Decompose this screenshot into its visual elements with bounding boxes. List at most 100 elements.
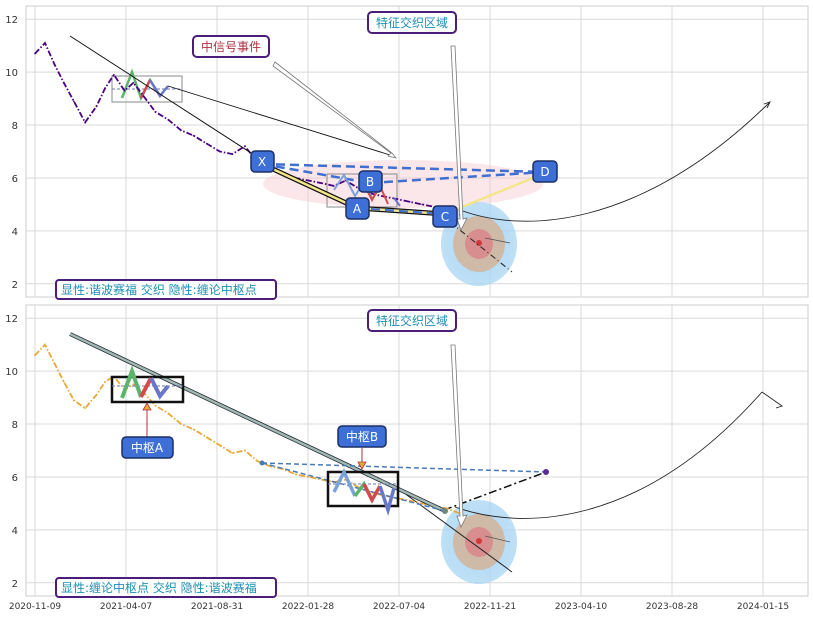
bottom-region-arrow bbox=[450, 344, 468, 529]
bottom-series-point-22 bbox=[282, 468, 284, 470]
bottom-series-point-4 bbox=[73, 399, 75, 402]
center-b-label-box bbox=[337, 425, 387, 448]
bottom-series-point-1 bbox=[44, 343, 46, 346]
top-series-point-8 bbox=[113, 74, 115, 76]
point-x-label: X bbox=[258, 155, 266, 169]
top-region-label: 特征交织区域 bbox=[376, 15, 448, 30]
top-labels: 中信号事件 特征交织区域 显性:谐波赛福 交织 隐性:缠论中枢点 X A B C… bbox=[55, 11, 558, 300]
bottom-point-c bbox=[442, 508, 448, 514]
center-a-wave-blue bbox=[149, 377, 170, 400]
top-y-tick-4: 10 bbox=[5, 68, 18, 79]
x-tick-7: 2023-08-28 bbox=[646, 602, 699, 612]
signal-event-label-box bbox=[192, 35, 270, 58]
bottom-target-tick bbox=[484, 535, 511, 543]
top-series-point-0 bbox=[34, 52, 36, 55]
top-series-point-6 bbox=[95, 105, 98, 108]
bottom-trend-band bbox=[69, 332, 446, 513]
top-y-ticks: 2 4 6 8 10 12 bbox=[5, 15, 18, 291]
center-b-arrow-head bbox=[357, 461, 367, 470]
center-a-box bbox=[110, 375, 185, 404]
x-tick-1: 2021-04-07 bbox=[100, 602, 152, 612]
top-series-point-14 bbox=[180, 129, 182, 132]
bottom-region-label: 特征交织区域 bbox=[376, 313, 448, 328]
x-tick-3: 2022-01-28 bbox=[282, 602, 335, 612]
top-panel: 2 4 6 8 10 12 bbox=[5, 5, 809, 298]
x-tick-2: 2021-08-31 bbox=[191, 602, 243, 612]
top-blue-xb bbox=[261, 162, 371, 185]
top-legend-text: 显性:谐波赛福 交织 隐性:缠论中枢点 bbox=[61, 282, 257, 297]
bottom-series-point-23 bbox=[294, 473, 297, 476]
top-panel-frame bbox=[25, 5, 809, 298]
bottom-y-tick-5: 12 bbox=[5, 314, 18, 325]
bottom-series-point-19 bbox=[244, 449, 246, 452]
point-c-badge: C bbox=[432, 205, 458, 228]
center-a-wave-green bbox=[120, 365, 143, 399]
bottom-region-label-box bbox=[367, 309, 457, 332]
top-series-point-4 bbox=[73, 100, 75, 102]
bottom-series-point-15 bbox=[192, 428, 195, 431]
point-b-label: B bbox=[366, 175, 374, 189]
top-y-tick-5: 12 bbox=[5, 15, 18, 26]
bottom-y-tick-2: 6 bbox=[12, 473, 18, 484]
bottom-labels: 特征交织区域 中枢A 中枢B 显性:缠论中枢点 交织 隐性:谐波赛福 bbox=[55, 309, 457, 598]
x-tick-0: 2020-11-09 bbox=[9, 602, 62, 612]
top-series-point-2 bbox=[53, 63, 56, 65]
top-series-point-11 bbox=[142, 95, 145, 97]
bottom-y-tick-3: 8 bbox=[12, 420, 18, 431]
bottom-legend-text: 显性:缠论中枢点 交织 隐性:谐波赛福 bbox=[61, 580, 257, 595]
top-series-point-19 bbox=[244, 145, 246, 147]
top-y-tick-1: 4 bbox=[12, 227, 18, 238]
top-series-point-15 bbox=[192, 134, 195, 137]
top-series-point-24 bbox=[308, 179, 310, 182]
top-y-tick-0: 2 bbox=[12, 280, 18, 291]
bottom-y-ticks: 2 4 6 8 10 12 bbox=[5, 314, 18, 590]
bottom-point-d bbox=[543, 469, 549, 475]
x-tick-8: 2024-01-15 bbox=[737, 602, 789, 612]
top-series-point-7 bbox=[104, 87, 106, 89]
point-a-badge: A bbox=[345, 197, 370, 220]
bottom-y-tick-1: 4 bbox=[12, 526, 18, 537]
bottom-point-start bbox=[259, 460, 265, 466]
top-target-tick bbox=[484, 237, 511, 244]
bottom-series-point-33 bbox=[421, 502, 424, 505]
top-series-point-25 bbox=[321, 182, 323, 184]
top-series-point-5 bbox=[84, 121, 86, 124]
bottom-y-tick-0: 2 bbox=[12, 579, 18, 590]
top-curve-arrow bbox=[763, 101, 771, 109]
top-region-label-box bbox=[367, 11, 457, 34]
signal-event-label: 中信号事件 bbox=[201, 39, 261, 54]
bottom-series-point-35 bbox=[447, 507, 449, 510]
center-b-wave-4 bbox=[378, 485, 396, 517]
center-b-wave-3 bbox=[362, 483, 382, 504]
top-series-point-31 bbox=[396, 198, 398, 200]
top-series-point-17 bbox=[219, 150, 221, 153]
top-region-arrow bbox=[450, 45, 468, 232]
bottom-series-point-10 bbox=[132, 383, 135, 386]
center-b-label: 中枢B bbox=[346, 429, 378, 444]
bottom-series-point-0 bbox=[34, 354, 36, 357]
top-mid-wave-blue bbox=[393, 197, 401, 207]
bottom-series-point-13 bbox=[167, 412, 170, 415]
bottom-series-point-2 bbox=[53, 362, 56, 365]
bottom-pattern-lines bbox=[69, 332, 549, 529]
x-tick-6: 2023-04-10 bbox=[555, 602, 608, 612]
bottom-series-point-5 bbox=[84, 407, 86, 410]
top-series-point-29 bbox=[371, 193, 373, 195]
center-a-label: 中枢A bbox=[131, 440, 164, 455]
bottom-series-point-3 bbox=[63, 380, 65, 383]
bottom-series-point-7 bbox=[104, 380, 106, 383]
bottom-series-point-17 bbox=[219, 444, 221, 447]
center-b-box bbox=[326, 470, 400, 508]
bottom-series-point-6 bbox=[95, 394, 98, 396]
top-series-point-3 bbox=[63, 81, 65, 84]
point-b-badge: B bbox=[358, 170, 383, 193]
x-tick-labels: 2020-11-09 2021-04-07 2021-08-31 2022-01-28… bbox=[9, 602, 789, 612]
bottom-series-point-24 bbox=[308, 476, 310, 478]
bottom-series-point-12 bbox=[154, 404, 157, 407]
x-tick-4: 2022-07-04 bbox=[373, 602, 426, 612]
top-projection-curve bbox=[454, 101, 771, 222]
top-blue-ac bbox=[356, 207, 446, 215]
point-d-label: D bbox=[540, 165, 549, 179]
